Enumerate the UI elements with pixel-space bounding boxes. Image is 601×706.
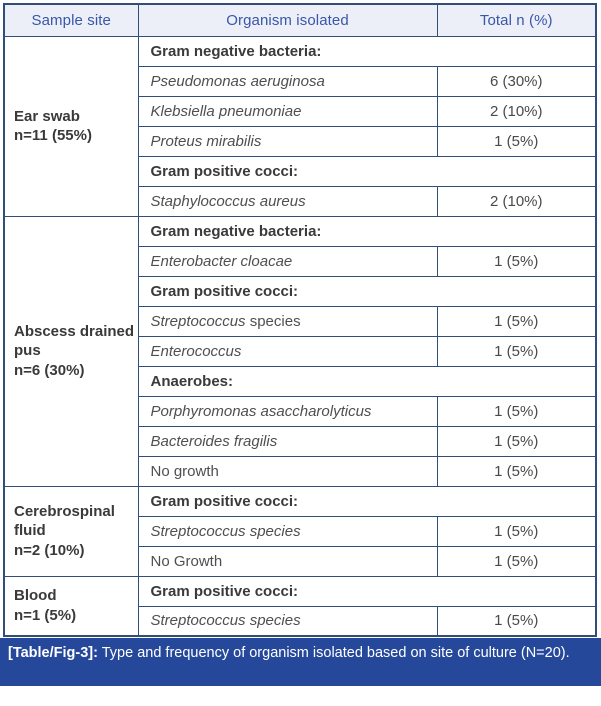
table-row: Streptococcus species 1 (5%) bbox=[4, 515, 597, 547]
organism-cell: Klebsiella pneumoniae bbox=[137, 95, 438, 127]
table-row: Staphylococcus aureus 2 (10%) bbox=[4, 185, 597, 217]
table-row: No growth 1 (5%) bbox=[4, 455, 597, 487]
organism-name: Klebsiella pneumoniae bbox=[150, 102, 302, 120]
table-row: Gram positive cocci: bbox=[4, 155, 597, 187]
table-header-row: Sample site Organism isolated Total n (%… bbox=[3, 3, 597, 37]
organism-cell: Porphyromonas asaccharolyticus bbox=[137, 395, 438, 427]
total-cell: 1 (5%) bbox=[436, 455, 597, 487]
organism-name: Enterococcus bbox=[150, 342, 242, 360]
table-row: Cerebrospinal fluid n=2 (10%) Gram posit… bbox=[3, 485, 597, 577]
table-caption: [Table/Fig-3]: Type and frequency of org… bbox=[0, 638, 601, 686]
table-row: Enterobacter cloacae 1 (5%) bbox=[4, 245, 597, 277]
site-count: n=11 (55%) bbox=[14, 127, 92, 144]
group-header-cell: Anaerobes: bbox=[137, 365, 597, 397]
table-row: Gram positive cocci: bbox=[4, 275, 597, 307]
total-cell: 1 (5%) bbox=[436, 395, 597, 427]
site-name: Abscess drained pus bbox=[14, 322, 135, 360]
organism-cell: Enterococcus bbox=[137, 335, 438, 367]
table-row: Abscess drained pus n=6 (30%) Gram negat… bbox=[3, 215, 597, 487]
total-cell: 1 (5%) bbox=[436, 605, 597, 637]
organism-name: Proteus mirabilis bbox=[150, 132, 262, 150]
organism-cell: Bacteroides fragilis bbox=[137, 425, 438, 457]
table-row: Proteus mirabilis 1 (5%) bbox=[4, 125, 597, 157]
total-cell: 2 (10%) bbox=[436, 185, 597, 217]
site-name: Cerebrospinal fluid bbox=[14, 502, 115, 540]
table-row: Blood n=1 (5%) Gram positive cocci: bbox=[3, 575, 597, 637]
organism-table: Sample site Organism isolated Total n (%… bbox=[3, 3, 597, 637]
organism-name: Enterobacter cloacae bbox=[150, 252, 293, 270]
site-name: Ear swab bbox=[14, 107, 80, 125]
site-cell-csf: Cerebrospinal fluid n=2 (10%) bbox=[3, 485, 139, 577]
table-row: Streptococcus species 1 (5%) bbox=[4, 305, 597, 337]
organism-name: Staphylococcus aureus bbox=[150, 192, 306, 210]
table-row: Klebsiella pneumoniae 2 (10%) bbox=[4, 95, 597, 127]
table-row: Enterococcus 1 (5%) bbox=[4, 335, 597, 367]
group-header-cell: Gram negative bacteria: bbox=[137, 35, 597, 67]
organism-name: Bacteroides fragilis bbox=[150, 432, 278, 450]
group-header-cell: Gram positive cocci: bbox=[137, 275, 597, 307]
total-cell: 1 (5%) bbox=[436, 125, 597, 157]
site-count: n=2 (10%) bbox=[14, 541, 85, 559]
organism-cell: No growth bbox=[137, 455, 438, 487]
group-header-cell: Gram positive cocci: bbox=[137, 155, 597, 187]
site-count: n=6 (30%) bbox=[14, 361, 85, 379]
table-row: Ear swab n=11 (55%) Gram negative bacter… bbox=[3, 35, 597, 217]
total-cell: 1 (5%) bbox=[436, 425, 597, 457]
organism-cell: Staphylococcus aureus bbox=[137, 185, 438, 217]
table-row: Streptococcus species 1 (5%) bbox=[4, 605, 597, 637]
col-header-sample-site: Sample site bbox=[3, 3, 139, 37]
organism-name: Streptococcus species bbox=[150, 522, 301, 540]
table-row: Anaerobes: bbox=[4, 365, 597, 397]
group-header-cell: Gram positive cocci: bbox=[137, 485, 597, 517]
col-header-organism: Organism isolated bbox=[137, 3, 438, 37]
total-cell: 1 (5%) bbox=[436, 515, 597, 547]
total-cell: 1 (5%) bbox=[436, 545, 597, 577]
organism-name-roman: No Growth bbox=[150, 552, 223, 570]
organism-name: Streptococcus bbox=[150, 312, 246, 330]
total-cell: 1 (5%) bbox=[436, 245, 597, 277]
total-cell: 2 (10%) bbox=[436, 95, 597, 127]
organism-cell: Enterobacter cloacae bbox=[137, 245, 438, 277]
organism-name-roman: species bbox=[245, 312, 301, 330]
total-cell: 6 (30%) bbox=[436, 65, 597, 97]
total-cell: 1 (5%) bbox=[436, 335, 597, 367]
organism-name: Streptococcus species bbox=[150, 612, 301, 630]
organism-name: Porphyromonas asaccharolyticus bbox=[150, 402, 372, 420]
organism-cell: Proteus mirabilis bbox=[137, 125, 438, 157]
organism-cell: Pseudomonas aeruginosa bbox=[137, 65, 438, 97]
caption-tag: [Table/Fig-3]: bbox=[8, 645, 98, 661]
site-name: Blood bbox=[14, 587, 57, 605]
site-count: n=1 (5%) bbox=[14, 606, 77, 624]
group-header-cell: Gram positive cocci: bbox=[137, 575, 597, 607]
organism-cell: Streptococcus species bbox=[137, 305, 438, 337]
group-header-cell: Gram negative bacteria: bbox=[137, 215, 597, 247]
organism-name-roman: No growth bbox=[150, 462, 219, 480]
organism-cell: No Growth bbox=[137, 545, 438, 577]
organism-cell: Streptococcus species bbox=[137, 605, 438, 637]
col-header-total: Total n (%) bbox=[436, 3, 597, 37]
site-cell-blood: Blood n=1 (5%) bbox=[3, 575, 139, 637]
table-row: Pseudomonas aeruginosa 6 (30%) bbox=[4, 65, 597, 97]
organism-cell: Streptococcus species bbox=[137, 515, 438, 547]
site-cell-abscess: Abscess drained pus n=6 (30%) bbox=[3, 215, 139, 487]
organism-name: Pseudomonas aeruginosa bbox=[150, 72, 325, 90]
total-cell: 1 (5%) bbox=[436, 305, 597, 337]
site-cell-ear-swab: Ear swab n=11 (55%) bbox=[3, 35, 139, 217]
caption-text: Type and frequency of organism isolated … bbox=[101, 645, 570, 661]
